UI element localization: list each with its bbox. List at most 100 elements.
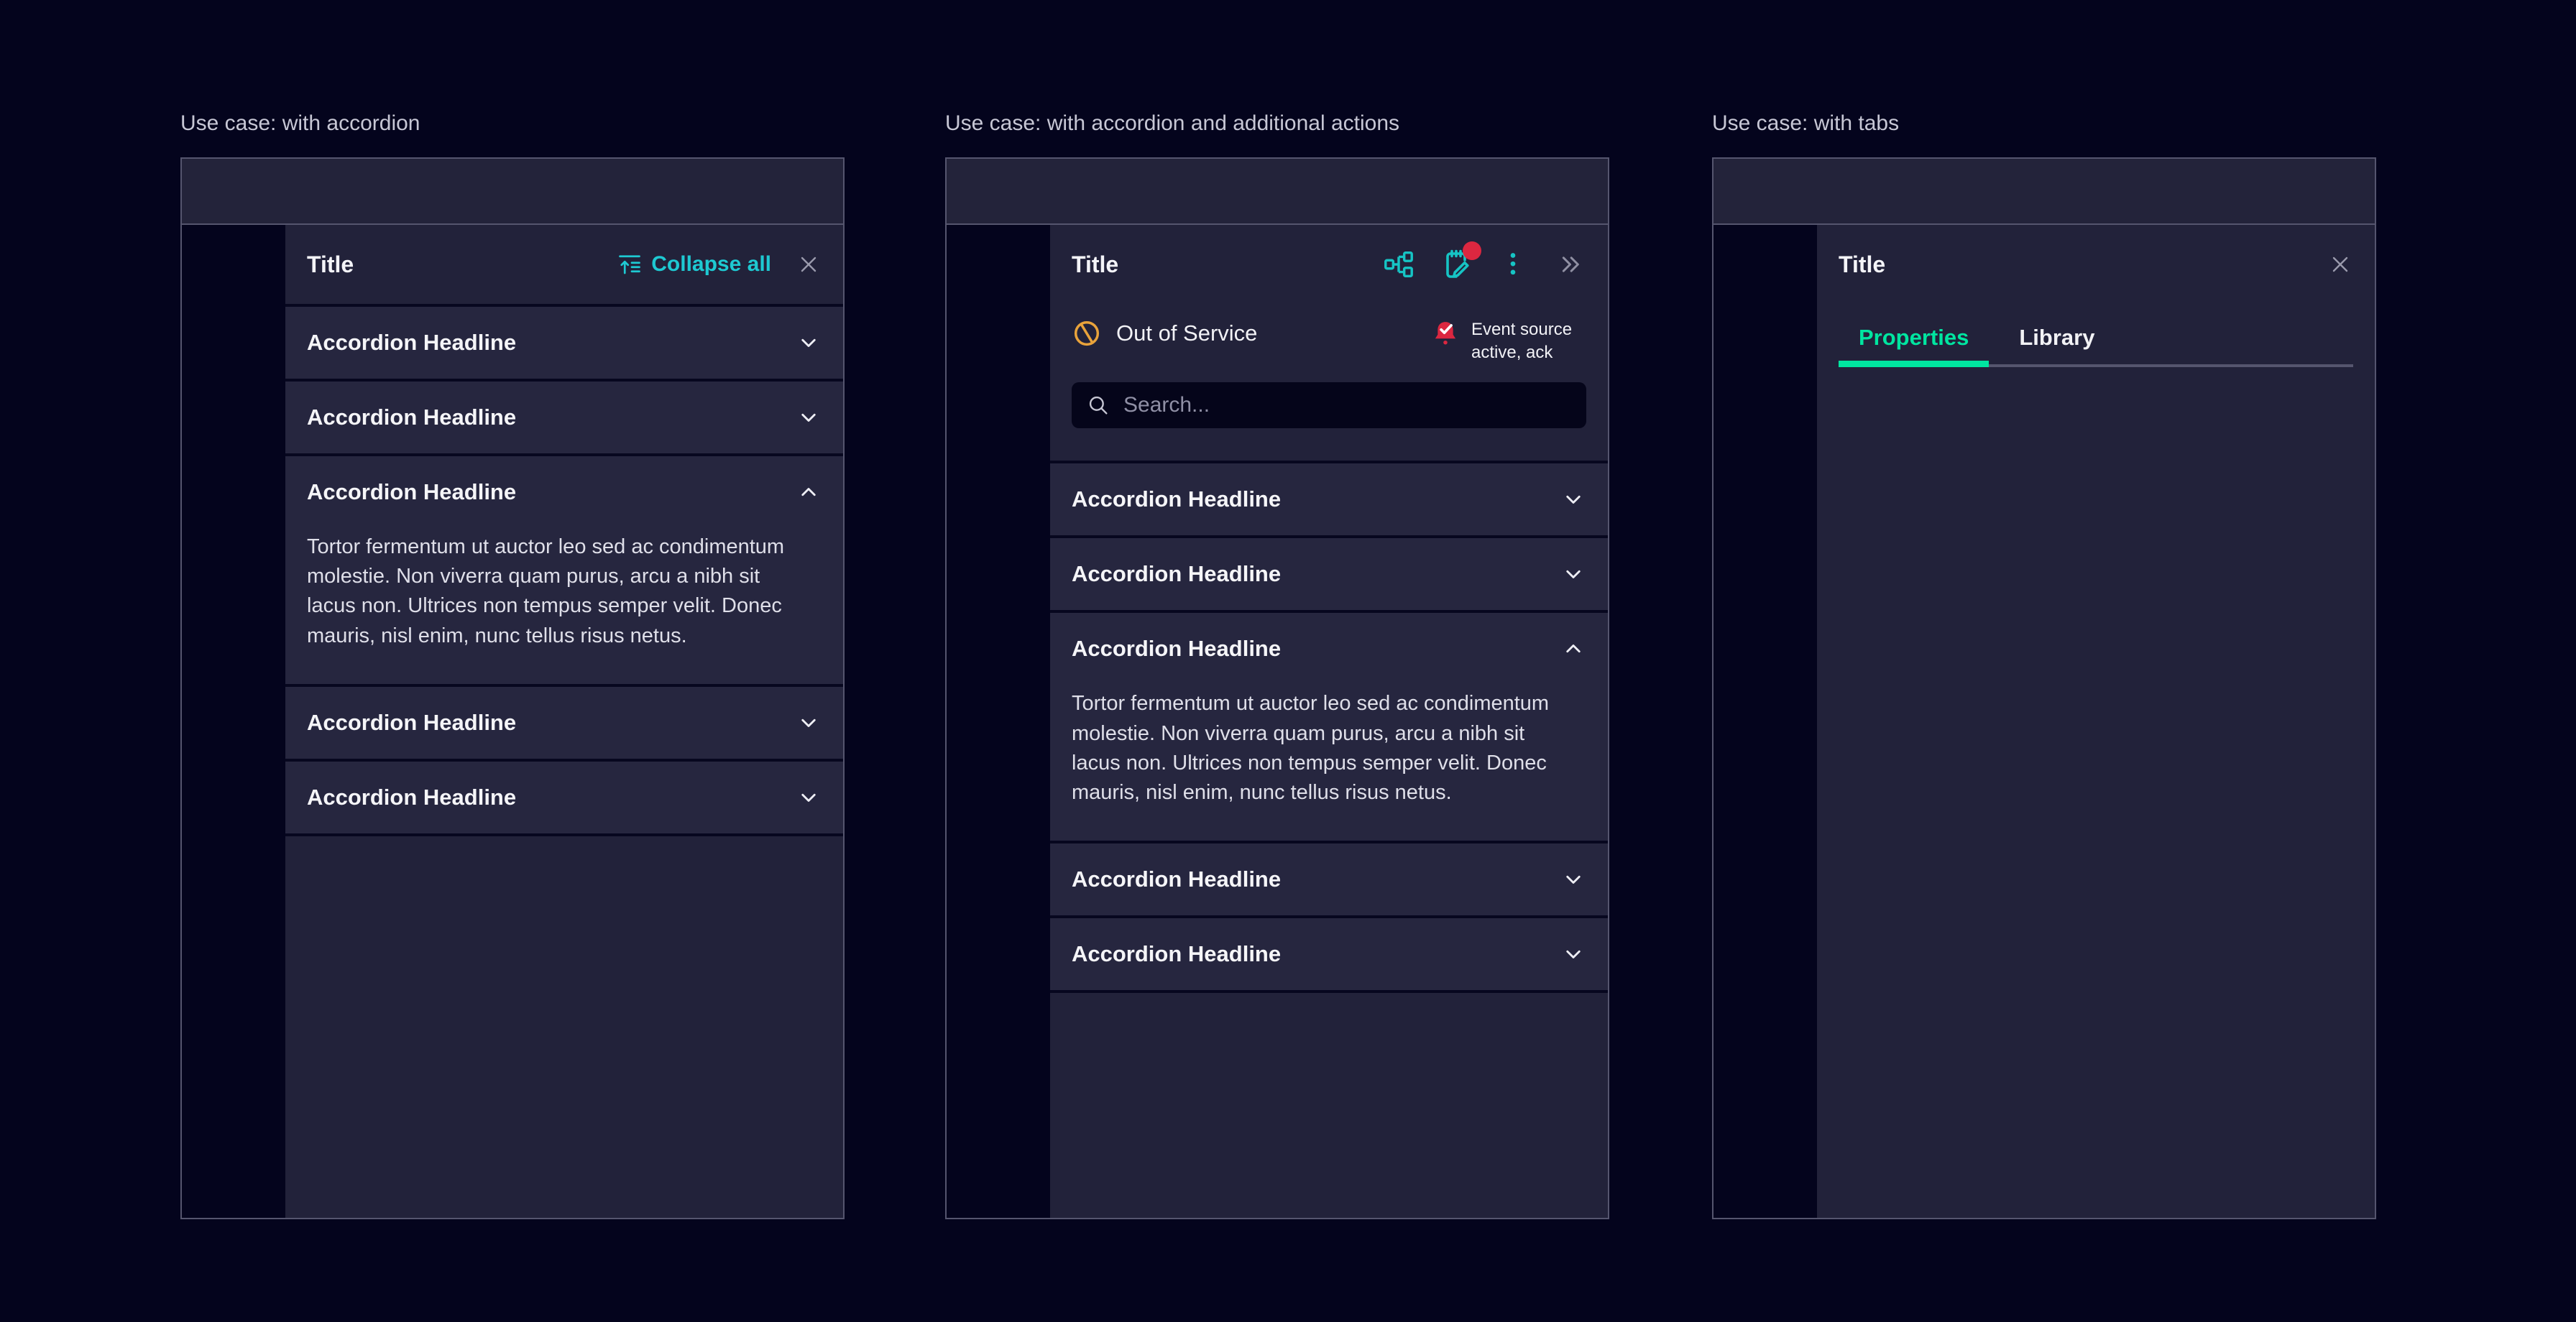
use-case-label: Use case: with tabs: [1712, 111, 1900, 135]
accordion-headline: Accordion Headline: [307, 405, 517, 430]
double-chevron-right-icon: [1558, 250, 1586, 279]
panel-header-actions: Collapse all: [617, 251, 822, 277]
alarm-bell-ack-icon: [1430, 318, 1461, 350]
panel-title: Title: [307, 251, 354, 277]
accordion-headline: Accordion Headline: [307, 479, 517, 504]
search-input[interactable]: [1122, 392, 1572, 419]
accordion-body-text: Tortor fermentum ut auctor leo sed ac co…: [1072, 692, 1550, 804]
tab-library[interactable]: Library: [2019, 325, 2095, 350]
accordion-headline: Accordion Headline: [307, 330, 517, 355]
search-field[interactable]: [1072, 382, 1586, 429]
accordion-header[interactable]: Accordion Headline: [285, 382, 843, 453]
accordion-headline: Accordion Headline: [1072, 941, 1282, 967]
collapse-all-label: Collapse all: [651, 252, 771, 276]
chevron-down-icon: [796, 710, 822, 736]
event-source-label: Event source active, ack: [1471, 320, 1573, 362]
accordion-item: Accordion Headline: [1050, 841, 1608, 916]
chevron-up-icon: [1560, 636, 1586, 662]
accordion-header[interactable]: Accordion Headline: [285, 456, 843, 528]
search-wrap: [1050, 382, 1608, 429]
mock-with-accordion-and-actions: Use case: with accordion and additional …: [945, 109, 1609, 1219]
chevron-up-icon: [796, 479, 822, 505]
search-icon: [1086, 393, 1110, 417]
accordion-item: Accordion Headline: [1050, 535, 1608, 611]
accordion-header[interactable]: Accordion Headline: [1050, 918, 1608, 990]
accordion-item: Accordion Headline: [285, 304, 843, 379]
accordion-item-expanded: Accordion Headline Tortor fermentum ut a…: [1050, 610, 1608, 841]
sitemap-icon: [1382, 248, 1415, 281]
chevron-down-icon: [1560, 866, 1586, 892]
accordion-header[interactable]: Accordion Headline: [1050, 613, 1608, 685]
accordion-body-text: Tortor fermentum ut auctor leo sed ac co…: [307, 535, 785, 647]
accordion: Accordion Headline Accordion Headline: [1050, 461, 1608, 994]
panel-header: Title: [285, 225, 843, 304]
expand-panel-button[interactable]: [1558, 250, 1586, 279]
app-stage: Title: [945, 225, 1609, 1219]
accordion-item-expanded: Accordion Headline Tortor fermentum ut a…: [285, 453, 843, 684]
chevron-down-icon: [1560, 561, 1586, 587]
accordion-header[interactable]: Accordion Headline: [285, 762, 843, 833]
side-panel: Title: [285, 225, 843, 1218]
side-panel: Title: [1050, 225, 1608, 1218]
chevron-down-icon: [1560, 486, 1586, 512]
accordion-item: Accordion Headline: [285, 758, 843, 833]
close-icon: [2327, 251, 2353, 277]
accordion: Accordion Headline Accordion Headline: [285, 304, 843, 836]
app-toolbar-placeholder: [945, 157, 1609, 225]
close-button[interactable]: [2327, 251, 2353, 277]
collapse-all-button[interactable]: Collapse all: [617, 251, 771, 277]
status-row: Out of Service Event source active, ack: [1050, 318, 1608, 364]
accordion-header[interactable]: Accordion Headline: [285, 307, 843, 379]
mock-with-accordion: Use case: with accordion Title: [180, 109, 845, 1219]
app-content-area: [1714, 225, 1817, 1218]
tab-bar: Properties Library: [1839, 311, 2353, 367]
panel-header-actions: [2327, 251, 2353, 277]
close-button[interactable]: [796, 251, 822, 277]
app-content-area: [947, 225, 1050, 1218]
panel-header: Title: [1050, 225, 1608, 304]
use-case-label: Use case: with accordion and additional …: [945, 111, 1400, 135]
accordion-header[interactable]: Accordion Headline: [285, 687, 843, 759]
out-of-service-status: Out of Service: [1072, 318, 1257, 348]
topology-button[interactable]: [1382, 248, 1415, 281]
accordion-header[interactable]: Accordion Headline: [1050, 463, 1608, 535]
tabs-wrap: Properties Library: [1817, 311, 2375, 367]
accordion-headline: Accordion Headline: [1072, 866, 1282, 892]
accordion-headline: Accordion Headline: [307, 709, 517, 735]
close-icon: [796, 251, 822, 277]
accordion-item: Accordion Headline: [1050, 461, 1608, 536]
accordion-item: Accordion Headline: [285, 379, 843, 453]
tab-properties[interactable]: Properties: [1839, 311, 1990, 367]
accordion-item: Accordion Headline: [285, 683, 843, 759]
panel-header: Title: [1817, 225, 2375, 304]
chevron-down-icon: [796, 330, 822, 356]
accordion-headline: Accordion Headline: [307, 784, 517, 810]
edit-note-button[interactable]: [1440, 241, 1481, 282]
chevron-down-icon: [796, 405, 822, 430]
collapse-all-icon: [617, 251, 643, 277]
accordion-headline: Accordion Headline: [1072, 636, 1282, 662]
accordion-header[interactable]: Accordion Headline: [1050, 538, 1608, 610]
app-toolbar-placeholder: [180, 157, 845, 225]
kebab-menu-icon: [1499, 250, 1527, 279]
app-stage: Title: [180, 225, 845, 1219]
notification-badge: [1463, 241, 1481, 260]
app-content-area: [182, 225, 285, 1218]
event-source-status: Event source active, ack: [1430, 318, 1586, 364]
accordion-headline: Accordion Headline: [1072, 486, 1282, 512]
chevron-down-icon: [1560, 941, 1586, 967]
out-of-service-label: Out of Service: [1116, 320, 1258, 346]
use-case-label: Use case: with accordion: [180, 111, 420, 135]
circle-slash-icon: [1072, 318, 1102, 348]
accordion-header[interactable]: Accordion Headline: [1050, 843, 1608, 915]
panel-title: Title: [1072, 251, 1119, 277]
app-toolbar-placeholder: [1712, 157, 2376, 225]
chevron-down-icon: [796, 785, 822, 810]
accordion-headline: Accordion Headline: [1072, 561, 1282, 587]
accordion-item: Accordion Headline: [1050, 915, 1608, 991]
mock-with-tabs: Use case: with tabs Title: [1712, 109, 2376, 1219]
panel-header-actions: [1382, 241, 1586, 282]
app-stage: Title Properties: [1712, 225, 2376, 1219]
more-options-button[interactable]: [1499, 250, 1527, 279]
